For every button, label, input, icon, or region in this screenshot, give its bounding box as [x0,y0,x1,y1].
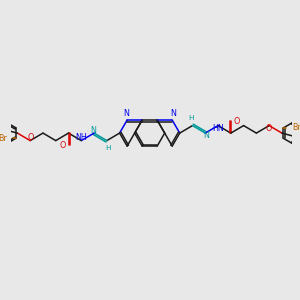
Text: N: N [203,131,209,140]
Text: O: O [234,117,240,126]
Text: O: O [265,124,272,134]
Text: O: O [59,141,66,150]
Text: N: N [90,126,96,135]
Text: H: H [106,145,111,151]
Text: H: H [188,116,194,122]
Text: Br: Br [0,134,8,143]
Text: N: N [170,109,176,118]
Text: N: N [123,109,129,118]
Text: HN: HN [212,124,224,134]
Text: O: O [28,133,34,142]
Text: Br: Br [292,123,300,132]
Text: NH: NH [75,133,87,142]
